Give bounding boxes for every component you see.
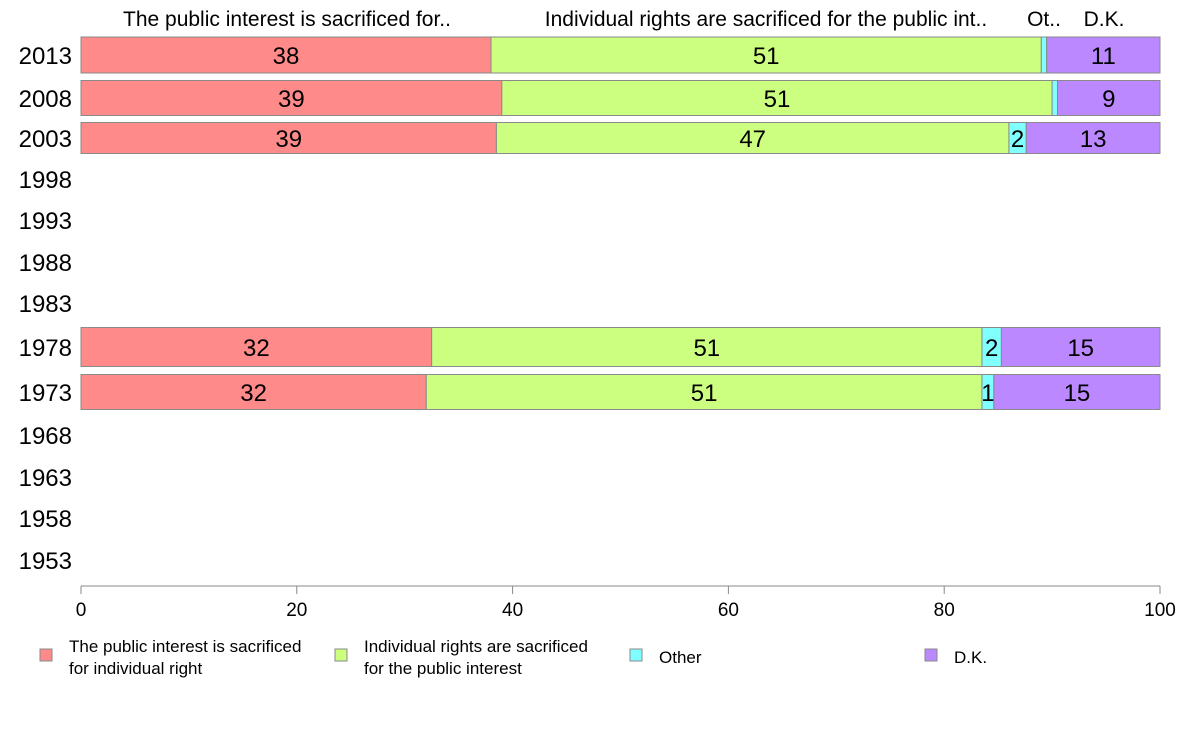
year-label-1963: 1963 xyxy=(19,465,72,492)
bar-segment-1973-series-2 xyxy=(425,374,983,410)
bar-segment-1973-series-4 xyxy=(993,374,1161,410)
bar-segment-2013-series-4 xyxy=(1046,36,1161,74)
year-label-1978: 1978 xyxy=(19,335,72,362)
legend-label-1-line1: The public interest is sacrificed xyxy=(69,637,301,656)
data-label-1978-series-1: 32 xyxy=(243,335,270,362)
data-label-2003-series-2: 47 xyxy=(739,126,766,153)
year-label-2013: 2013 xyxy=(19,43,72,70)
data-label-2013-series-4: 11 xyxy=(1091,43,1116,70)
legend-label-1-line2: for individual right xyxy=(69,659,203,678)
data-label-1973-series-2: 51 xyxy=(691,380,718,407)
data-label-2013-series-2: 51 xyxy=(753,43,780,70)
data-label-2008-series-1: 39 xyxy=(278,86,305,113)
data-label-1973-series-1: 32 xyxy=(240,380,267,407)
bar-segment-1978-series-4 xyxy=(1000,327,1161,367)
data-label-2008-series-4: 9 xyxy=(1102,86,1115,113)
data-label-1978-series-2: 51 xyxy=(693,335,720,362)
data-label-2003-series-3: 2 xyxy=(1011,126,1024,153)
bar-segment-2008-series-3 xyxy=(1051,80,1058,116)
x-tick-label-20: 20 xyxy=(286,600,307,621)
legend-label-2-line1: Individual rights are sacrificed xyxy=(364,637,588,656)
bar-segment-2008-series-1 xyxy=(80,80,503,116)
year-label-1998: 1998 xyxy=(19,167,72,194)
data-label-1978-series-3: 2 xyxy=(985,335,998,362)
bar-segment-2013-series-1 xyxy=(80,36,492,74)
year-label-1953: 1953 xyxy=(19,548,72,575)
data-label-1978-series-4: 15 xyxy=(1067,335,1094,362)
data-label-2008-series-2: 51 xyxy=(764,86,791,113)
series-header-label-1: The public interest is sacrificed for.. xyxy=(123,8,451,31)
year-label-2008: 2008 xyxy=(19,86,72,113)
data-label-2013-series-1: 38 xyxy=(273,43,300,70)
data-label-1973-series-3: 1 xyxy=(981,380,994,407)
bar-segment-2008-series-2 xyxy=(501,80,1053,116)
bar-segment-2013-series-3 xyxy=(1040,36,1048,74)
bar-segment-2003-series-2 xyxy=(495,122,1010,154)
x-tick-label-0: 0 xyxy=(76,600,87,621)
year-label-1973: 1973 xyxy=(19,380,72,407)
bar-segment-2008-series-4 xyxy=(1056,80,1161,116)
legend-label-3: Other xyxy=(659,648,702,667)
bar-segment-2003-series-4 xyxy=(1025,122,1161,154)
bar-segment-1973-series-1 xyxy=(80,374,427,410)
legend-swatch-3 xyxy=(629,648,643,662)
year-label-1993: 1993 xyxy=(19,208,72,235)
bar-segment-2003-series-1 xyxy=(80,122,497,154)
legend-swatch-1 xyxy=(39,648,53,662)
legend-swatch-4 xyxy=(924,648,938,662)
year-label-1988: 1988 xyxy=(19,250,72,277)
year-label-2003: 2003 xyxy=(19,126,72,153)
year-label-1983: 1983 xyxy=(19,291,72,318)
series-header-label-3: Ot.. xyxy=(1027,8,1061,31)
x-tick-label-40: 40 xyxy=(502,600,523,621)
legend-swatch-2 xyxy=(334,648,348,662)
data-label-2003-series-1: 39 xyxy=(275,126,302,153)
bar-segment-1978-series-2 xyxy=(431,327,983,367)
series-header-label-2: Individual rights are sacrificed for the… xyxy=(545,8,987,31)
x-tick-label-80: 80 xyxy=(934,600,955,621)
x-tick-label-100: 100 xyxy=(1144,600,1176,621)
x-tick-label-60: 60 xyxy=(718,600,739,621)
year-label-1968: 1968 xyxy=(19,423,72,450)
bar-segment-2013-series-2 xyxy=(490,36,1042,74)
series-header-label-4: D.K. xyxy=(1084,8,1125,31)
data-label-2003-series-4: 13 xyxy=(1080,126,1107,153)
bar-segment-1978-series-1 xyxy=(80,327,433,367)
legend-label-2-line2: for the public interest xyxy=(364,659,522,678)
legend-label-4: D.K. xyxy=(954,648,987,667)
year-label-1958: 1958 xyxy=(19,506,72,533)
data-label-1973-series-4: 15 xyxy=(1064,380,1091,407)
